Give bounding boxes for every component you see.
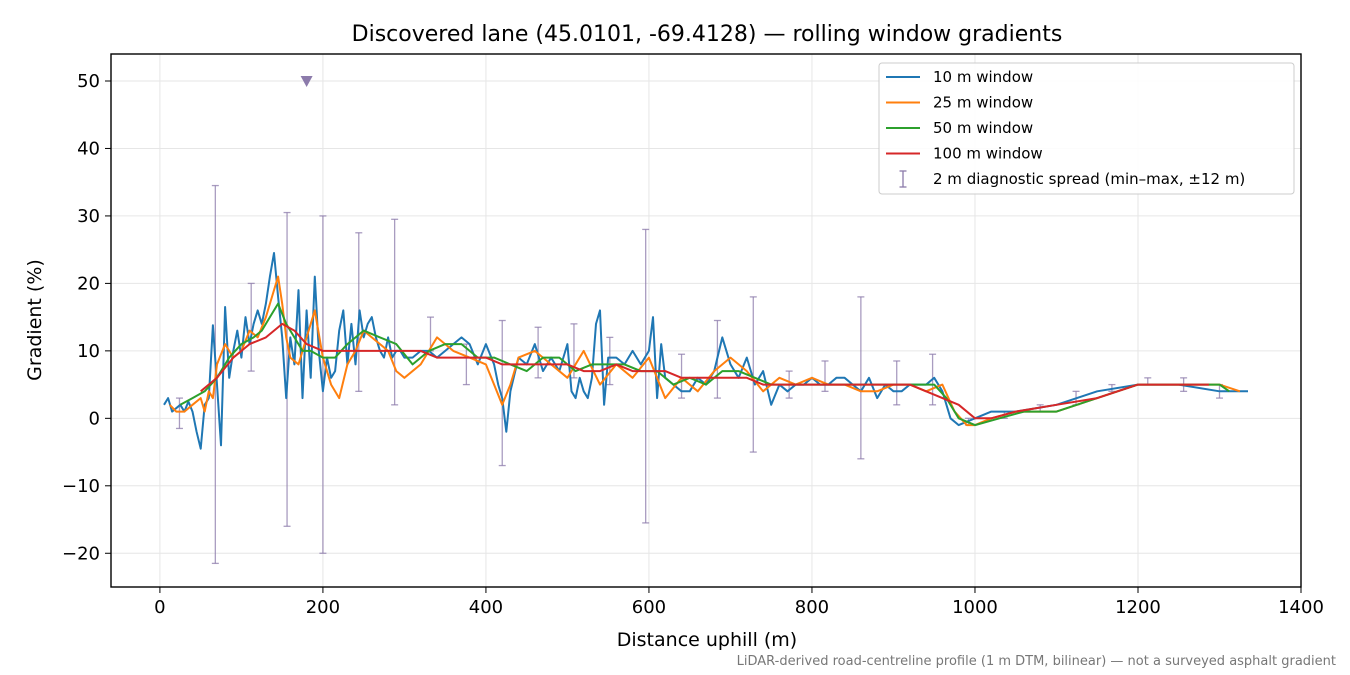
legend-label-1: 25 m window [933,94,1033,112]
y-tick-label: −20 [62,543,100,564]
y-tick-label: 40 [77,138,100,159]
x-tick-label: 400 [469,597,503,618]
series-line-3 [200,322,1209,420]
errorbar-series [175,184,1223,565]
x-tick-label: 1200 [1115,597,1161,618]
axes: 0 200 400 600 800 1000 1200 1400 −20 −10 0 10 20 30 40… [62,71,1324,618]
y-tick-label: 0 [89,408,100,429]
y-axis-label: Gradient (%) [24,259,46,381]
x-tick-label: 0 [154,597,165,618]
legend-label-3: 100 m window [933,145,1043,163]
footnote: LiDAR-derived road-centreline profile (1… [737,654,1336,669]
legend-box [878,62,1295,195]
y-tick-label: 10 [77,341,100,362]
y-tick-label: 50 [77,71,100,92]
x-axis-label: Distance uphill (m) [617,629,797,651]
y-tick-label: 20 [77,273,100,294]
chart-title: Discovered lane (45.0101, -69.4128) — ro… [352,22,1063,47]
x-tick-label: 1000 [952,597,998,618]
legend-label-2: 50 m window [933,119,1033,137]
series-line-0 [163,252,1248,450]
legend-label-4: 2 m diagnostic spread (min–max, ±12 m) [933,170,1245,188]
series-layer [163,75,1248,565]
plot-frame [110,53,1302,588]
legend: 10 m window 25 m window 50 m window 100 m w… [878,62,1295,195]
x-tick-label: 1400 [1278,597,1324,618]
x-tick-label: 200 [306,597,340,618]
legend-label-0: 10 m window [933,68,1033,86]
x-tick-label: 600 [632,597,666,618]
y-tick-label: −10 [62,476,100,497]
legend-items: 10 m window 25 m window 50 m window 100 m w… [886,68,1245,188]
x-tick-label: 800 [795,597,829,618]
series-line-2 [179,302,1230,427]
y-tick-label: 30 [77,206,100,227]
peak-marker [300,75,313,87]
